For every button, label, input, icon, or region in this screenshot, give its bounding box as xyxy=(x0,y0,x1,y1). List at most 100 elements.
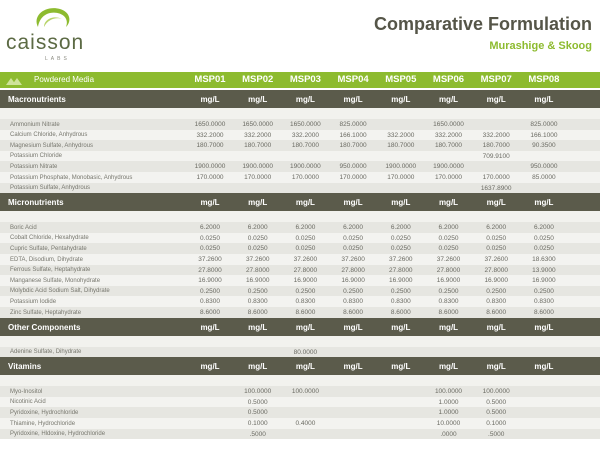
section-header xyxy=(0,193,600,212)
cell-value: 332.2000 xyxy=(387,131,415,139)
cell-value: 1.0000 xyxy=(438,409,459,417)
header-label: Powdered Media xyxy=(34,75,95,84)
spacer-row xyxy=(0,108,600,119)
unit: mg/L xyxy=(391,198,411,208)
cell-value: 27.8000 xyxy=(293,266,318,274)
unit: mg/L xyxy=(438,322,459,332)
cell-value: 37.2600 xyxy=(198,256,222,263)
unit: mg/L xyxy=(248,95,268,104)
cell-value: 18.6300 xyxy=(532,256,556,263)
cell-value: 1900.0000 xyxy=(242,163,274,171)
cell-value: 37.2600 xyxy=(341,256,365,263)
cell-value: 6.2000 xyxy=(343,224,364,232)
section-header xyxy=(0,317,600,336)
cell-value: 100.0000 xyxy=(244,388,272,396)
column-header: MSP07 xyxy=(480,74,512,85)
section-title: Micronutrients xyxy=(8,198,64,208)
unit: mg/L xyxy=(200,95,220,104)
unit: mg/L xyxy=(343,322,363,332)
logo-text: caisson xyxy=(6,31,85,54)
header-icon xyxy=(6,78,22,85)
cell-value: 0.2500 xyxy=(295,287,316,295)
cell-value: 825.0000 xyxy=(339,121,367,128)
cell-value: 180.7000 xyxy=(339,142,367,150)
cell-value: 27.8000 xyxy=(341,266,365,274)
cell-value: 709.9100 xyxy=(482,152,510,160)
section-header xyxy=(0,357,600,376)
cell-value: 170.0000 xyxy=(291,174,319,181)
unit: mg/L xyxy=(438,95,459,104)
row-label: Pyridoxine, Hldoxine, Hydrochloride xyxy=(10,431,106,438)
unit: mg/L xyxy=(438,362,459,372)
row-label: Calcium Chloride, Anhydrous xyxy=(10,132,88,139)
cell-value: 6.2000 xyxy=(390,224,411,232)
cell-value: 8.6000 xyxy=(343,309,364,316)
cell-value: 0.0250 xyxy=(533,234,554,242)
cell-value: 0.5000 xyxy=(247,398,268,406)
unit: mg/L xyxy=(534,322,554,332)
cell-value: 16.9000 xyxy=(389,277,413,285)
cell-value: 0.0250 xyxy=(247,245,268,253)
cell-value: 16.9000 xyxy=(293,277,318,285)
unit: mg/L xyxy=(391,322,411,332)
cell-value: 27.8000 xyxy=(484,266,508,274)
cell-value: 170.0000 xyxy=(482,174,510,181)
logo-mark xyxy=(36,8,70,27)
cell-value: 0.0250 xyxy=(438,245,459,253)
cell-value: 0.8300 xyxy=(343,298,364,306)
cell-value: 0.8300 xyxy=(295,298,316,306)
unit: mg/L xyxy=(343,362,363,372)
cell-value: 0.8300 xyxy=(200,298,220,306)
cell-value: 180.7000 xyxy=(482,142,510,150)
unit: mg/L xyxy=(486,362,506,372)
cell-value: 37.2600 xyxy=(436,256,461,263)
cell-value: 6.2000 xyxy=(486,224,507,232)
cell-value: 16.9000 xyxy=(245,277,270,285)
cell-value: 85.0000 xyxy=(532,174,556,181)
cell-value: 0.8300 xyxy=(486,298,507,306)
cell-value: 8.6000 xyxy=(533,309,554,316)
cell-value: 16.9000 xyxy=(198,277,222,285)
cell-value: 1650.0000 xyxy=(242,121,274,128)
cell-value: 332.2000 xyxy=(196,131,224,139)
row-label: Boric Acid xyxy=(10,224,37,231)
column-header: MSP02 xyxy=(242,74,274,85)
cell-value: 950.0000 xyxy=(530,163,558,171)
spacer-row xyxy=(0,335,600,347)
unit: mg/L xyxy=(248,198,268,208)
cell-value: 0.0250 xyxy=(295,234,316,242)
cell-value: 0.0250 xyxy=(200,234,220,242)
cell-value: 8.6000 xyxy=(295,309,316,316)
cell-value: 0.0250 xyxy=(343,245,364,253)
cell-value: 100.0000 xyxy=(434,388,463,396)
cell-value: 0.0250 xyxy=(390,245,411,253)
cell-value: 0.1000 xyxy=(486,420,507,427)
cell-value: 0.0250 xyxy=(533,245,554,253)
cell-value: 0.0250 xyxy=(200,245,220,253)
cell-value: 0.0250 xyxy=(343,234,364,242)
unit: mg/L xyxy=(200,322,220,332)
cell-value: 1650.0000 xyxy=(194,121,226,128)
row-label: Nicotinic Acid xyxy=(10,399,46,406)
cell-value: 16.9000 xyxy=(436,277,461,285)
unit: mg/L xyxy=(295,95,315,104)
cell-value: 0.0250 xyxy=(438,234,459,242)
cell-value: 0.2500 xyxy=(533,287,554,295)
cell-value: 6.2000 xyxy=(200,224,220,232)
row-label: Potassium Chloride xyxy=(10,153,63,160)
unit: mg/L xyxy=(200,198,220,208)
cell-value: 1.0000 xyxy=(438,398,459,406)
cell-value: 13.9000 xyxy=(532,266,556,274)
section-header xyxy=(0,90,600,108)
row-label: Ammonium Nitrate xyxy=(10,121,60,128)
cell-value: 950.0000 xyxy=(339,163,367,171)
column-header: MSP08 xyxy=(528,74,560,85)
unit: mg/L xyxy=(391,95,411,104)
unit: mg/L xyxy=(486,322,506,332)
spacer-row xyxy=(0,211,600,223)
row-label: Cobalt Chloride, Hexahydrate xyxy=(10,235,89,242)
cell-value: 1900.0000 xyxy=(290,163,321,171)
unit: mg/L xyxy=(534,362,554,372)
cell-value: 0.0250 xyxy=(486,245,507,253)
cell-value: 0.5000 xyxy=(247,409,268,417)
